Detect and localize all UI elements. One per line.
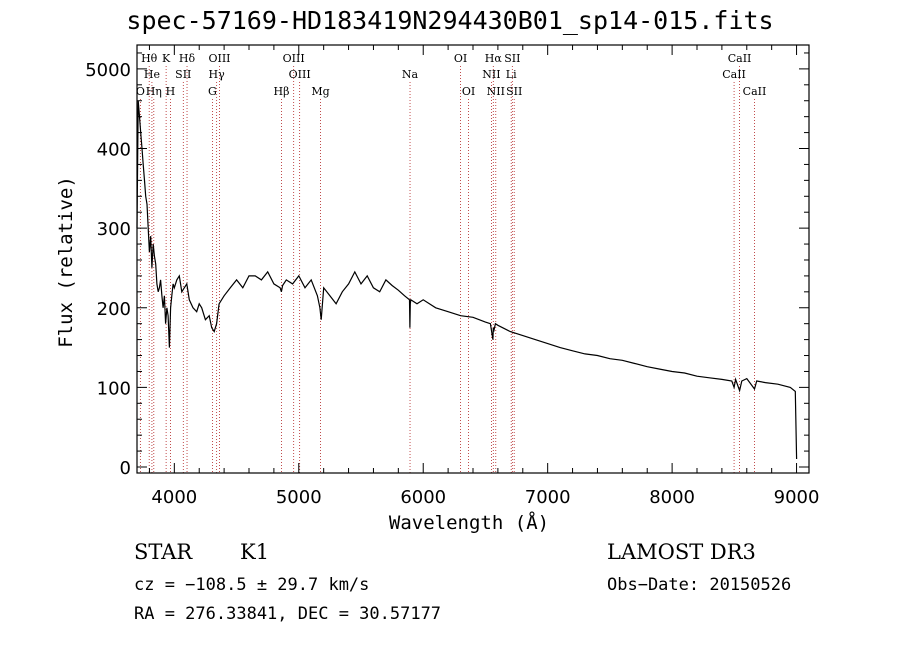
- spectral-line-label: Hγ: [209, 68, 226, 81]
- spectral-line-label: Hδ: [179, 52, 196, 65]
- spectral-line-label: OIII: [283, 52, 305, 65]
- spectral-line-label: K: [162, 52, 171, 65]
- spectral-line-label: Hβ: [274, 85, 290, 98]
- y-tick-label: 100: [97, 378, 131, 399]
- observation-date: Obs−Date: 20150526: [607, 575, 792, 595]
- redshift-velocity: cz = −108.5 ± 29.7 km/s: [134, 575, 370, 595]
- spectrum-line: [136, 100, 798, 460]
- spectral-line-label: Na: [402, 68, 419, 81]
- spectral-line-label: OI: [454, 52, 467, 65]
- spectral-line-label: CaII: [743, 85, 767, 98]
- x-tick-label: 5000: [276, 487, 322, 508]
- x-tick-label: 7000: [525, 487, 571, 508]
- chart-title: spec-57169-HD183419N294430B01_sp14-015.f…: [126, 6, 774, 35]
- object-subclass: K1: [240, 540, 270, 564]
- y-axis-label: Flux (relative): [55, 176, 77, 348]
- spectral-line-label: Hη: [146, 85, 162, 98]
- survey-name: LAMOST DR3: [607, 540, 756, 564]
- x-axis: 4000 5000 6000 7000 8000 9000: [148, 45, 820, 508]
- spectral-line-label: Hθ: [141, 52, 158, 65]
- x-tick-label: 6000: [400, 487, 446, 508]
- spectral-line-label: SII: [506, 85, 522, 98]
- x-tick-label: 9000: [774, 487, 820, 508]
- y-tick-label: 400: [97, 140, 131, 161]
- spectral-line-label: NII: [487, 85, 505, 98]
- spectral-line-label: SII: [504, 52, 520, 65]
- spectral-line-label: Mg: [311, 85, 329, 98]
- spectral-line-label: H: [166, 85, 176, 98]
- spectral-line-label: O: [136, 85, 145, 98]
- y-tick-label: 0: [120, 458, 131, 479]
- y-tick-label: 5000: [85, 60, 131, 81]
- spectral-line-label: CaII: [722, 68, 746, 81]
- spectral-line-label: OI: [462, 85, 475, 98]
- spectral-line-label: NII: [482, 68, 500, 81]
- spectral-line-label: He: [144, 68, 160, 81]
- spectral-line-label: Hα: [485, 52, 503, 65]
- plot-frame: [136, 44, 810, 474]
- spectral-line-markers: [139, 66, 755, 473]
- y-tick-label: 300: [97, 219, 131, 240]
- x-tick-label: 8000: [649, 487, 695, 508]
- y-tick-label: 200: [97, 299, 131, 320]
- object-class: STAR: [134, 540, 193, 564]
- coordinates: RA = 276.33841, DEC = 30.57177: [134, 604, 442, 624]
- spectral-line-label: CaII: [728, 52, 752, 65]
- spectral-line-label: Li: [506, 68, 517, 81]
- spectral-line-label: G: [208, 85, 217, 98]
- spectral-line-label: OIII: [289, 68, 311, 81]
- x-tick-label: 4000: [151, 487, 197, 508]
- spectral-line-label: OIII: [208, 52, 230, 65]
- y-axis: 0 100 200 300 400 5000: [85, 52, 809, 479]
- x-axis-label: Wavelength (Å): [388, 512, 550, 534]
- spectral-line-label: SII: [175, 68, 191, 81]
